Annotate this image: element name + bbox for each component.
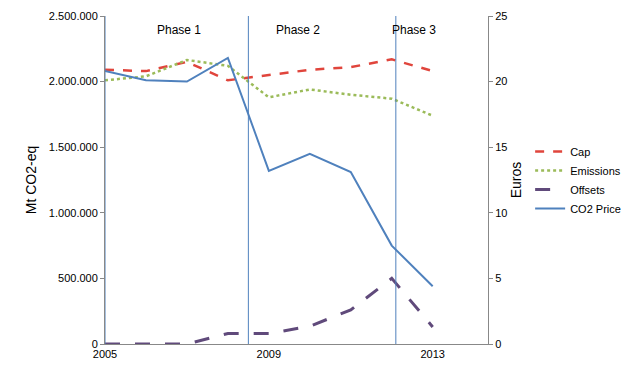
svg-text:2005: 2005: [93, 348, 117, 360]
svg-text:Euros: Euros: [508, 162, 524, 199]
svg-text:2.000.000: 2.000.000: [49, 75, 98, 87]
svg-text:1.500.000: 1.500.000: [49, 141, 98, 153]
svg-text:Phase 3: Phase 3: [392, 23, 436, 37]
svg-text:5: 5: [495, 272, 501, 284]
svg-text:20: 20: [495, 75, 507, 87]
svg-text:Phase 1: Phase 1: [157, 23, 201, 37]
svg-text:2013: 2013: [420, 348, 444, 360]
svg-text:2.500.000: 2.500.000: [49, 10, 98, 22]
svg-text:Emissions: Emissions: [570, 165, 621, 177]
svg-text:25: 25: [495, 10, 507, 22]
svg-text:Cap: Cap: [570, 146, 590, 158]
svg-text:15: 15: [495, 141, 507, 153]
svg-text:0: 0: [92, 338, 98, 350]
svg-text:Offsets: Offsets: [570, 184, 605, 196]
svg-text:2009: 2009: [257, 348, 281, 360]
svg-text:Mt CO2-eq: Mt CO2-eq: [23, 146, 39, 214]
svg-text:Phase 2: Phase 2: [276, 23, 320, 37]
svg-text:10: 10: [495, 207, 507, 219]
svg-text:0: 0: [495, 338, 501, 350]
svg-text:1.000.000: 1.000.000: [49, 207, 98, 219]
svg-text:CO2 Price: CO2 Price: [570, 203, 621, 215]
svg-text:500.000: 500.000: [58, 272, 98, 284]
